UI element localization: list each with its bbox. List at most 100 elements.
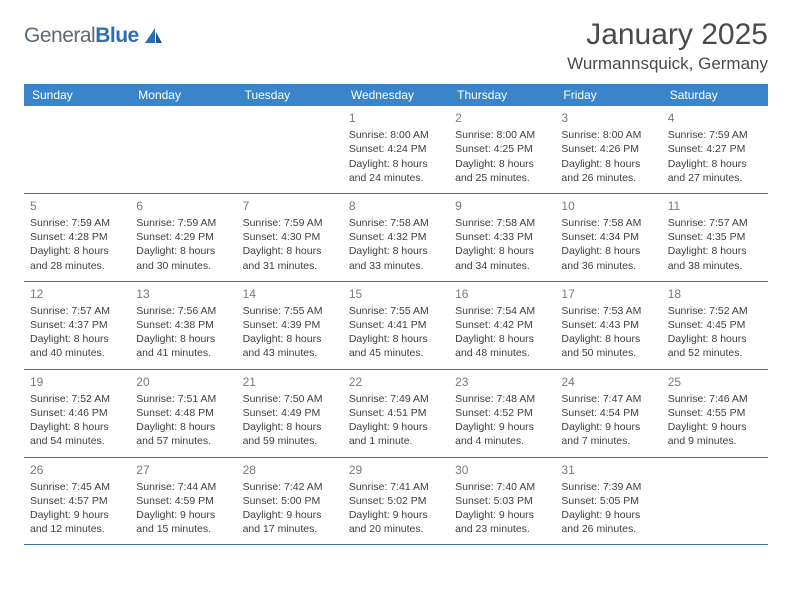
cell-d2: and 48 minutes. bbox=[455, 346, 549, 360]
calendar-body: 1Sunrise: 8:00 AMSunset: 4:24 PMDaylight… bbox=[24, 106, 768, 545]
logo: GeneralBlue bbox=[24, 24, 163, 48]
cell-d2: and 4 minutes. bbox=[455, 434, 549, 448]
cell-d1: Daylight: 9 hours bbox=[455, 420, 549, 434]
cell-sunset: Sunset: 4:54 PM bbox=[561, 406, 655, 420]
header-row: GeneralBlue January 2025 Wurmannsquick, … bbox=[24, 18, 768, 74]
day-number: 10 bbox=[561, 198, 655, 214]
cell-sunrise: Sunrise: 7:58 AM bbox=[455, 216, 549, 230]
calendar-cell: 5Sunrise: 7:59 AMSunset: 4:28 PMDaylight… bbox=[24, 193, 130, 281]
cell-sunset: Sunset: 4:49 PM bbox=[243, 406, 337, 420]
cell-d1: Daylight: 8 hours bbox=[561, 157, 655, 171]
cell-d2: and 7 minutes. bbox=[561, 434, 655, 448]
cell-d1: Daylight: 9 hours bbox=[561, 508, 655, 522]
cell-d1: Daylight: 9 hours bbox=[455, 508, 549, 522]
calendar-row: 5Sunrise: 7:59 AMSunset: 4:28 PMDaylight… bbox=[24, 193, 768, 281]
calendar-cell: 24Sunrise: 7:47 AMSunset: 4:54 PMDayligh… bbox=[555, 369, 661, 457]
calendar-cell: 23Sunrise: 7:48 AMSunset: 4:52 PMDayligh… bbox=[449, 369, 555, 457]
cell-d2: and 25 minutes. bbox=[455, 171, 549, 185]
calendar-cell: 31Sunrise: 7:39 AMSunset: 5:05 PMDayligh… bbox=[555, 457, 661, 545]
cell-d1: Daylight: 9 hours bbox=[349, 420, 443, 434]
cell-d2: and 12 minutes. bbox=[30, 522, 124, 536]
sail-icon bbox=[143, 26, 163, 46]
cell-sunrise: Sunrise: 7:50 AM bbox=[243, 392, 337, 406]
day-number: 19 bbox=[30, 374, 124, 390]
cell-d2: and 15 minutes. bbox=[136, 522, 230, 536]
calendar-cell: 8Sunrise: 7:58 AMSunset: 4:32 PMDaylight… bbox=[343, 193, 449, 281]
cell-sunrise: Sunrise: 8:00 AM bbox=[561, 128, 655, 142]
cell-d1: Daylight: 8 hours bbox=[243, 420, 337, 434]
cell-sunset: Sunset: 4:55 PM bbox=[668, 406, 762, 420]
day-number: 21 bbox=[243, 374, 337, 390]
day-number: 14 bbox=[243, 286, 337, 302]
day-number: 16 bbox=[455, 286, 549, 302]
cell-sunrise: Sunrise: 7:42 AM bbox=[243, 480, 337, 494]
cell-sunset: Sunset: 4:43 PM bbox=[561, 318, 655, 332]
cell-d2: and 43 minutes. bbox=[243, 346, 337, 360]
cell-d2: and 52 minutes. bbox=[668, 346, 762, 360]
cell-d1: Daylight: 8 hours bbox=[668, 157, 762, 171]
cell-d2: and 17 minutes. bbox=[243, 522, 337, 536]
cell-sunset: Sunset: 5:03 PM bbox=[455, 494, 549, 508]
cell-sunset: Sunset: 4:26 PM bbox=[561, 142, 655, 156]
day-number: 15 bbox=[349, 286, 443, 302]
day-number: 12 bbox=[30, 286, 124, 302]
cell-sunset: Sunset: 4:30 PM bbox=[243, 230, 337, 244]
calendar-cell: 18Sunrise: 7:52 AMSunset: 4:45 PMDayligh… bbox=[662, 281, 768, 369]
cell-d1: Daylight: 8 hours bbox=[668, 332, 762, 346]
cell-sunset: Sunset: 4:32 PM bbox=[349, 230, 443, 244]
cell-d1: Daylight: 9 hours bbox=[668, 420, 762, 434]
calendar-cell bbox=[24, 106, 130, 193]
cell-sunrise: Sunrise: 7:45 AM bbox=[30, 480, 124, 494]
calendar-row: 19Sunrise: 7:52 AMSunset: 4:46 PMDayligh… bbox=[24, 369, 768, 457]
day-number: 20 bbox=[136, 374, 230, 390]
calendar-row: 26Sunrise: 7:45 AMSunset: 4:57 PMDayligh… bbox=[24, 457, 768, 545]
calendar-cell: 21 Sunrise: 7:50 AMSunset: 4:49 PMDayligh… bbox=[237, 369, 343, 457]
cell-sunrise: Sunrise: 7:51 AM bbox=[136, 392, 230, 406]
cell-d1: Daylight: 8 hours bbox=[136, 332, 230, 346]
cell-sunrise: Sunrise: 7:39 AM bbox=[561, 480, 655, 494]
cell-d2: and 23 minutes. bbox=[455, 522, 549, 536]
cell-sunset: Sunset: 5:02 PM bbox=[349, 494, 443, 508]
cell-d1: Daylight: 8 hours bbox=[30, 332, 124, 346]
calendar-cell: 30Sunrise: 7:40 AMSunset: 5:03 PMDayligh… bbox=[449, 457, 555, 545]
calendar-cell: 19Sunrise: 7:52 AMSunset: 4:46 PMDayligh… bbox=[24, 369, 130, 457]
calendar-cell bbox=[237, 106, 343, 193]
day-number: 7 bbox=[243, 198, 337, 214]
calendar-cell: 15Sunrise: 7:55 AMSunset: 4:41 PMDayligh… bbox=[343, 281, 449, 369]
cell-sunset: Sunset: 4:29 PM bbox=[136, 230, 230, 244]
weekday-row: SundayMondayTuesdayWednesdayThursdayFrid… bbox=[24, 84, 768, 106]
weekday-header: Tuesday bbox=[237, 84, 343, 106]
cell-sunrise: Sunrise: 7:57 AM bbox=[30, 304, 124, 318]
cell-d2: and 40 minutes. bbox=[30, 346, 124, 360]
cell-d1: Daylight: 8 hours bbox=[349, 244, 443, 258]
calendar-cell: 4Sunrise: 7:59 AMSunset: 4:27 PMDaylight… bbox=[662, 106, 768, 193]
cell-d1: Daylight: 8 hours bbox=[30, 420, 124, 434]
cell-d1: Daylight: 8 hours bbox=[455, 332, 549, 346]
cell-sunrise: Sunrise: 8:00 AM bbox=[349, 128, 443, 142]
day-number: 11 bbox=[668, 198, 762, 214]
calendar-cell: 1Sunrise: 8:00 AMSunset: 4:24 PMDaylight… bbox=[343, 106, 449, 193]
day-number: 31 bbox=[561, 462, 655, 478]
cell-sunrise: Sunrise: 7:55 AM bbox=[243, 304, 337, 318]
cell-sunrise: Sunrise: 8:00 AM bbox=[455, 128, 549, 142]
day-number: 25 bbox=[668, 374, 762, 390]
cell-d1: Daylight: 9 hours bbox=[349, 508, 443, 522]
cell-d2: and 26 minutes. bbox=[561, 522, 655, 536]
calendar-cell: 9Sunrise: 7:58 AMSunset: 4:33 PMDaylight… bbox=[449, 193, 555, 281]
logo-word-2: Blue bbox=[95, 24, 139, 47]
cell-sunrise: Sunrise: 7:55 AM bbox=[349, 304, 443, 318]
cell-d1: Daylight: 9 hours bbox=[561, 420, 655, 434]
calendar-cell: 14Sunrise: 7:55 AMSunset: 4:39 PMDayligh… bbox=[237, 281, 343, 369]
cell-d2: and 9 minutes. bbox=[668, 434, 762, 448]
day-number: 26 bbox=[30, 462, 124, 478]
cell-sunrise: Sunrise: 7:52 AM bbox=[30, 392, 124, 406]
cell-sunrise: Sunrise: 7:54 AM bbox=[455, 304, 549, 318]
weekday-header: Wednesday bbox=[343, 84, 449, 106]
cell-sunrise: Sunrise: 7:58 AM bbox=[349, 216, 443, 230]
cell-sunrise: Sunrise: 7:53 AM bbox=[561, 304, 655, 318]
cell-d1: Daylight: 9 hours bbox=[136, 508, 230, 522]
cell-sunrise: Sunrise: 7:59 AM bbox=[668, 128, 762, 142]
calendar-cell: 17Sunrise: 7:53 AMSunset: 4:43 PMDayligh… bbox=[555, 281, 661, 369]
cell-sunrise: Sunrise: 7:59 AM bbox=[136, 216, 230, 230]
cell-sunset: Sunset: 4:52 PM bbox=[455, 406, 549, 420]
